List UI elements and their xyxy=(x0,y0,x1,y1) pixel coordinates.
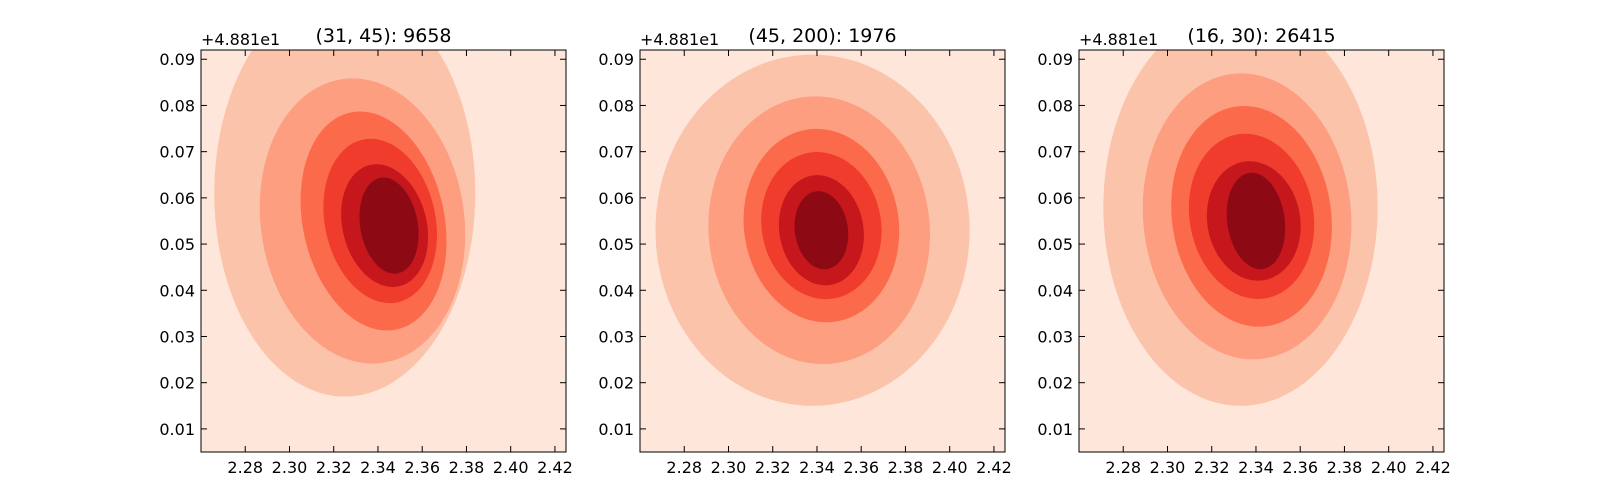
x-tick-label: 2.28 xyxy=(1105,458,1141,477)
panel-title: (31, 45): 9658 xyxy=(315,25,451,47)
x-tick-label: 2.34 xyxy=(1238,458,1274,477)
panel-title: (16, 30): 26415 xyxy=(1187,25,1335,47)
y-tick-label: 0.05 xyxy=(598,235,634,254)
y-tick-label: 0.05 xyxy=(1037,235,1073,254)
y-tick-label: 0.09 xyxy=(159,50,195,69)
x-tick-label: 2.38 xyxy=(888,458,924,477)
x-tick-label: 2.30 xyxy=(272,458,308,477)
y-tick-label: 0.06 xyxy=(1037,189,1073,208)
x-tick-label: 2.32 xyxy=(316,458,352,477)
y-tick-label: 0.09 xyxy=(598,50,634,69)
x-tick-label: 2.38 xyxy=(1327,458,1363,477)
y-tick-label: 0.06 xyxy=(159,189,195,208)
y-tick-label: 0.04 xyxy=(1037,281,1073,300)
x-tick-label: 2.36 xyxy=(843,458,879,477)
x-tick-label: 2.34 xyxy=(799,458,835,477)
y-tick-label: 0.07 xyxy=(159,143,195,162)
axes-frame xyxy=(639,49,1006,453)
x-tick-label: 2.30 xyxy=(711,458,747,477)
panel-title: (45, 200): 1976 xyxy=(748,25,896,47)
y-tick-label: 0.05 xyxy=(159,235,195,254)
x-tick-label: 2.42 xyxy=(537,458,573,477)
x-tick-label: 2.40 xyxy=(1371,458,1407,477)
y-tick-label: 0.02 xyxy=(1037,374,1073,393)
axes-frame xyxy=(1078,49,1445,453)
y-tick-label: 0.04 xyxy=(159,281,195,300)
y-tick-label: 0.03 xyxy=(159,327,195,346)
x-tick-label: 2.36 xyxy=(1282,458,1318,477)
y-offset-label: +4.881e1 xyxy=(640,30,719,49)
y-tick-label: 0.03 xyxy=(598,327,634,346)
x-tick-label: 2.28 xyxy=(227,458,263,477)
x-tick-label: 2.38 xyxy=(449,458,485,477)
x-tick-label: 2.34 xyxy=(360,458,396,477)
y-tick-label: 0.03 xyxy=(1037,327,1073,346)
contour-level-6 xyxy=(1226,172,1286,270)
contour-level-6 xyxy=(359,177,419,274)
x-tick-label: 2.32 xyxy=(1194,458,1230,477)
y-tick-label: 0.09 xyxy=(1037,50,1073,69)
x-tick-label: 2.42 xyxy=(976,458,1012,477)
y-tick-label: 0.04 xyxy=(598,281,634,300)
x-tick-label: 2.32 xyxy=(755,458,791,477)
contour-panel-3: 2.28 2.30 2.32 2.34 2.36 2.38 2.40 2.42 0.01 0.02… xyxy=(1037,25,1451,477)
y-tick-label: 0.01 xyxy=(598,420,634,439)
y-tick-label: 0.02 xyxy=(598,374,634,393)
x-tick-label: 2.42 xyxy=(1415,458,1451,477)
y-offset-label: +4.881e1 xyxy=(1079,30,1158,49)
axes-frame xyxy=(200,49,567,453)
y-tick-label: 0.07 xyxy=(1037,143,1073,162)
y-tick-label: 0.06 xyxy=(598,189,634,208)
contour-level-6 xyxy=(794,191,849,270)
contour-panel-2: 2.28 2.30 2.32 2.34 2.36 2.38 2.40 2.42 0.01 0.02… xyxy=(598,25,1011,477)
contour-panel-1: 2.28 2.30 2.32 2.34 2.36 2.38 2.40 2.42 0.01 0.02… xyxy=(159,25,573,477)
y-offset-label: +4.881e1 xyxy=(201,30,280,49)
x-tick-label: 2.40 xyxy=(493,458,529,477)
y-tick-label: 0.08 xyxy=(598,96,634,115)
x-tick-label: 2.28 xyxy=(666,458,702,477)
x-tick-label: 2.30 xyxy=(1150,458,1186,477)
y-tick-label: 0.02 xyxy=(159,374,195,393)
x-tick-label: 2.40 xyxy=(932,458,968,477)
y-tick-label: 0.07 xyxy=(598,143,634,162)
y-tick-label: 0.08 xyxy=(1037,96,1073,115)
y-tick-label: 0.08 xyxy=(159,96,195,115)
y-tick-label: 0.01 xyxy=(159,420,195,439)
y-tick-label: 0.01 xyxy=(1037,420,1073,439)
x-tick-label: 2.36 xyxy=(404,458,440,477)
